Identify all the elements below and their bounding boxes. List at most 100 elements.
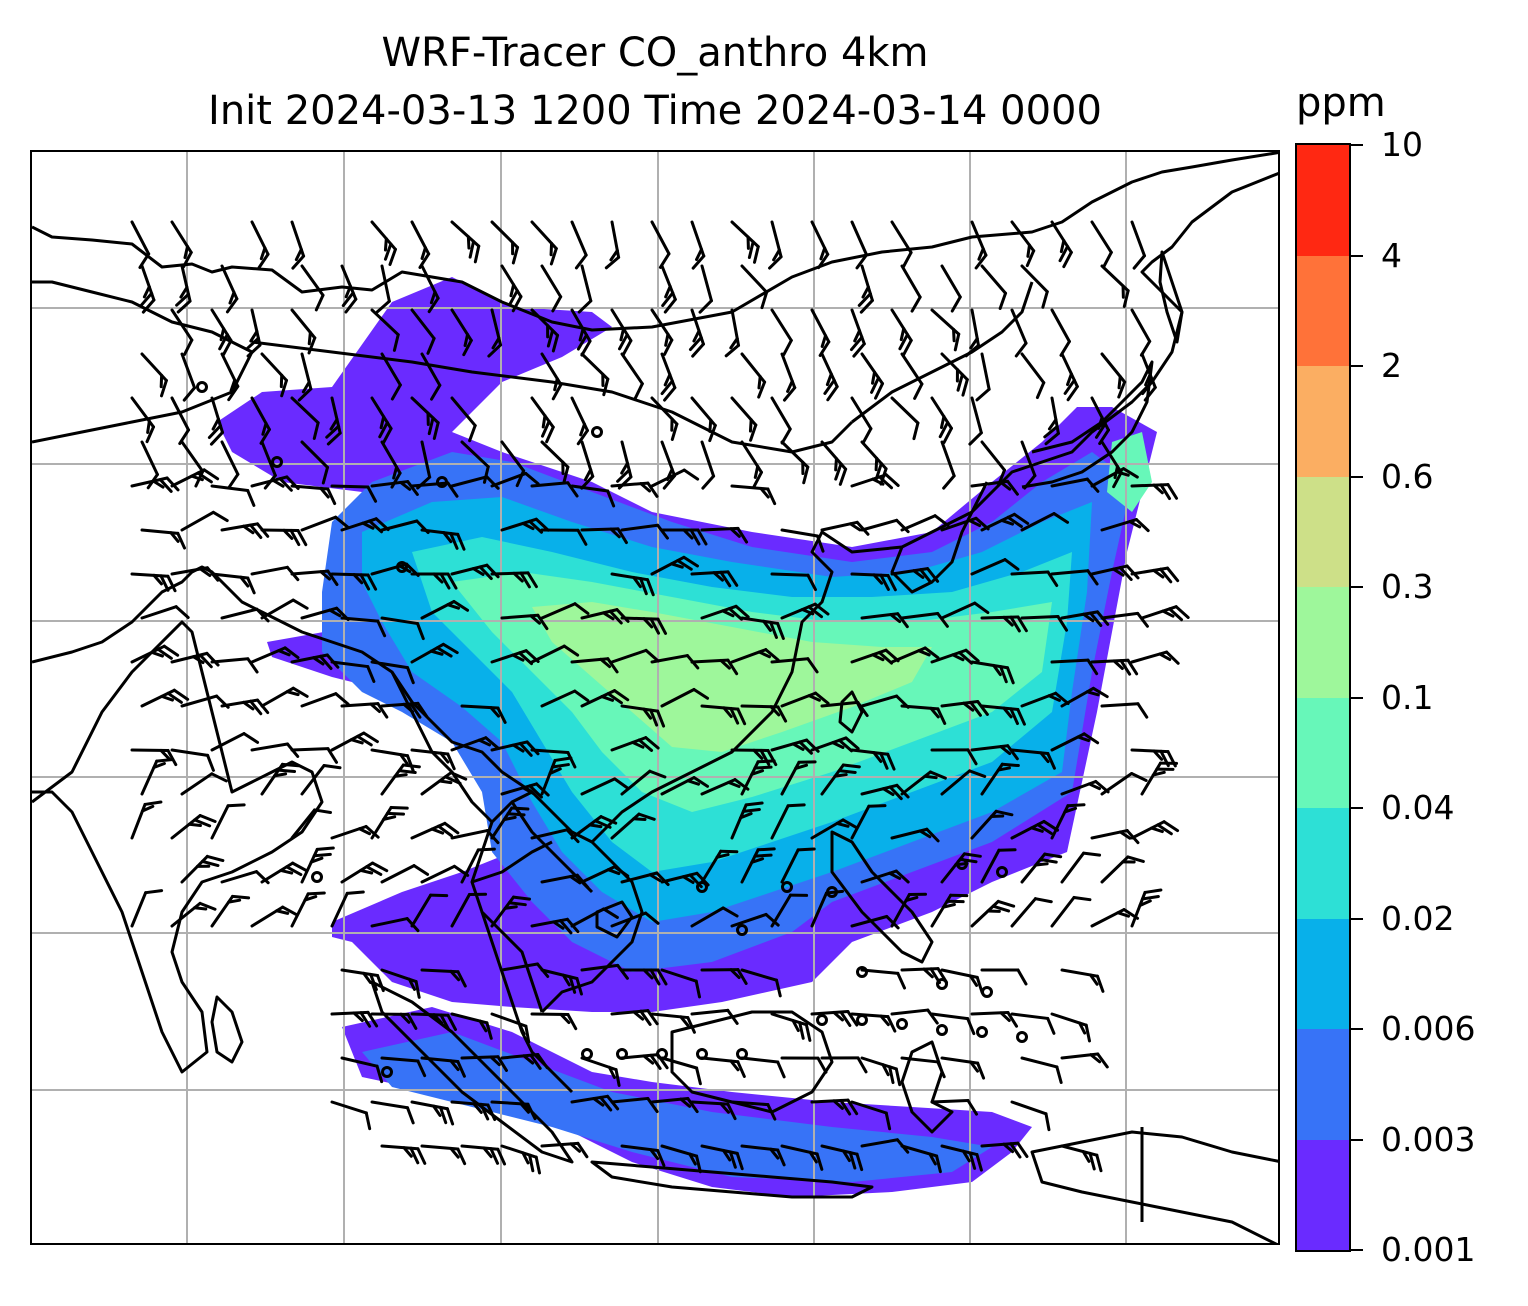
wind-barb (540, 440, 570, 485)
wind-barb (890, 220, 913, 269)
wind-barb (410, 481, 459, 498)
colorbar-tick-label: 0.02 (1381, 898, 1455, 938)
wind-barb (770, 396, 792, 445)
wind-barb (980, 264, 1008, 310)
wind-barb (740, 1144, 786, 1167)
wind-barb (980, 848, 1017, 884)
wind-barb (610, 1009, 659, 1026)
wind-barb (770, 657, 819, 674)
wind-barb (900, 352, 924, 400)
wind-barb (1010, 570, 1059, 587)
wind-barb (690, 906, 739, 928)
border-thailand (471, 840, 553, 884)
colorbar-tick (1351, 586, 1363, 588)
wind-barb (260, 528, 308, 547)
wind-barb (940, 769, 987, 796)
wind-barb (340, 616, 387, 638)
wind-barb (220, 352, 240, 402)
wind-barb (650, 468, 700, 488)
wind-barb (410, 220, 431, 269)
colorbar-tick-label: 0.001 (1381, 1230, 1476, 1269)
wind-barb (245, 308, 262, 358)
wind-barb (1060, 968, 1105, 993)
wind-barb (940, 700, 989, 717)
wind-barb (140, 758, 175, 796)
wind-barb (1020, 1056, 1063, 1084)
wind-barb (1020, 691, 1070, 708)
wind-barb (180, 854, 225, 884)
wind-barb (1060, 352, 1079, 402)
wind-barb (570, 484, 616, 508)
wind-barb (768, 220, 783, 270)
wind-barb (620, 616, 668, 635)
calm-wind-marker (976, 1026, 988, 1038)
wind-barb (410, 821, 460, 840)
colorbar-tick (1351, 144, 1363, 146)
wind-barb (220, 264, 239, 314)
wind-barb (380, 616, 425, 641)
colorbar-tick-label: 0.003 (1381, 1119, 1476, 1159)
wind-barb (604, 220, 621, 270)
wind-barb (1010, 897, 1053, 928)
wind-barb (450, 892, 488, 928)
wind-barb (540, 602, 590, 620)
coast-malay (480, 911, 574, 1094)
wind-barb (690, 396, 717, 443)
coast-india (32, 620, 324, 1074)
wind-barb (660, 264, 677, 314)
wind-barb (250, 565, 300, 582)
wind-barb (620, 352, 644, 400)
coast-sumatra (370, 980, 574, 1164)
wind-barb (780, 602, 830, 620)
wind-barb (500, 264, 523, 313)
wind-barb (1140, 352, 1157, 402)
wind-barb (610, 648, 660, 664)
wind-barb (900, 1056, 946, 1079)
wind-barb (660, 776, 710, 796)
wind-barb (380, 864, 430, 884)
wind-barb (1050, 658, 1099, 676)
border-china-russia-east (851, 281, 1034, 424)
wind-barb (780, 528, 825, 553)
wind-barb (890, 892, 928, 928)
wind-barb (930, 748, 978, 766)
wind-barb (260, 598, 309, 620)
wind-barb (530, 220, 558, 266)
wind-barb (460, 847, 496, 884)
wind-barb (688, 308, 705, 358)
wind-barb (130, 644, 180, 664)
wind-barb (810, 889, 845, 928)
colorbar-tick (1351, 807, 1363, 809)
wind-barb (500, 1053, 549, 1070)
wind-barb (890, 567, 940, 584)
coast-hainan (595, 900, 634, 939)
wind-barb (570, 396, 589, 446)
wind-barb (1020, 440, 1037, 490)
wind-barb (810, 1098, 859, 1116)
wind-barb (290, 569, 339, 586)
wind-barb (970, 1011, 1019, 1028)
colorbar-segment (1297, 476, 1349, 587)
wind-barb (700, 526, 749, 544)
wind-barb (330, 890, 365, 928)
wind-barb (300, 440, 330, 485)
wind-barb (580, 865, 630, 884)
wind-barb (290, 484, 337, 506)
wind-barb (650, 1012, 696, 1034)
wind-barb (380, 701, 429, 719)
wind-barb (460, 704, 507, 724)
colorbar-tick-label: 10 (1381, 125, 1423, 164)
wind-barb (700, 968, 748, 985)
wind-barb (170, 468, 220, 488)
wind-barb (700, 704, 747, 726)
wind-barb (780, 352, 797, 402)
wind-barb (170, 220, 193, 269)
wind-barb (300, 515, 350, 532)
calm-wind-marker (856, 966, 868, 978)
wind-barb (420, 352, 442, 401)
wind-barb (380, 352, 402, 401)
wind-barb (130, 396, 155, 444)
map-panel[interactable] (30, 150, 1280, 1245)
wind-barb (1010, 308, 1028, 358)
wind-barb (207, 396, 224, 446)
